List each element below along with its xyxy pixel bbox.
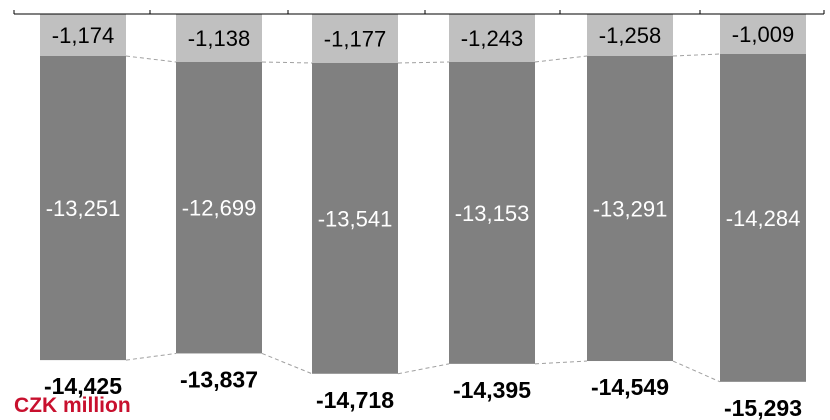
bar-label-top: -1,243 — [461, 26, 523, 51]
connector-line — [261, 352, 313, 375]
connector-line — [397, 61, 450, 64]
bar-segment-top — [40, 14, 126, 56]
bar-segment-bottom — [449, 62, 535, 364]
bar-label-bottom: -14,284 — [726, 206, 801, 231]
bar-segment-bottom — [312, 63, 398, 374]
bar-label-bottom: -13,251 — [46, 196, 121, 221]
bar-segment-top — [312, 14, 398, 63]
bar-label-top: -1,138 — [188, 26, 250, 51]
connector-line — [397, 363, 450, 375]
connector-line — [125, 352, 177, 361]
connector-line — [261, 61, 313, 64]
total-label: -14,425 — [44, 373, 122, 399]
total-label: -15,293 — [724, 395, 802, 420]
connector-line — [534, 360, 588, 365]
bar-label-bottom: -13,153 — [455, 201, 530, 226]
bar-segment-bottom — [587, 56, 673, 362]
bar-label-top: -1,177 — [324, 27, 386, 52]
bar-segment-bottom — [176, 62, 262, 354]
total-label: -14,395 — [453, 377, 531, 403]
total-label: -14,718 — [316, 387, 394, 413]
bar-label-top: -1,009 — [732, 22, 794, 47]
bar-label-bottom: -12,699 — [182, 196, 257, 221]
bar-label-bottom: -13,291 — [593, 197, 668, 222]
total-label: -14,549 — [591, 374, 669, 400]
connector-line — [672, 53, 721, 57]
bar-segment-bottom — [720, 54, 806, 382]
bar-segment-top — [176, 14, 262, 62]
connector-line — [534, 55, 588, 63]
connector-line — [125, 55, 177, 63]
bar-segment-bottom — [40, 56, 126, 361]
bar-label-top: -1,258 — [599, 23, 661, 48]
connector-line — [672, 360, 721, 383]
bar-segment-top — [449, 14, 535, 62]
bar-segment-top — [720, 14, 806, 54]
bar-label-bottom: -13,541 — [318, 206, 393, 231]
total-label: -13,837 — [180, 366, 258, 392]
unit-label: CZK million — [14, 394, 131, 417]
bar-segment-top — [587, 14, 673, 56]
bar-label-top: -1,174 — [52, 23, 114, 48]
